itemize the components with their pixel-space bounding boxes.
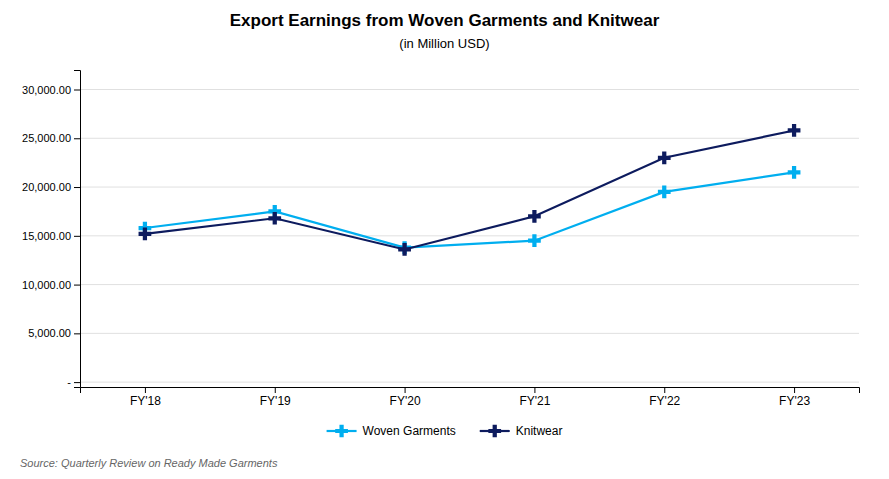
series-marker: [658, 151, 671, 164]
y-tick-mark: [74, 333, 80, 334]
series-marker: [398, 243, 411, 256]
x-axis: FY'18 FY'19 FY'20 FY'21 FY'22 FY'23: [81, 387, 860, 408]
series-marker: [528, 234, 541, 247]
subtitle: (in Million USD): [399, 36, 489, 51]
x-tick-label: FY'19: [260, 394, 291, 408]
legend-marker: [488, 425, 501, 438]
y-tick-label: 25,000.00: [22, 132, 71, 144]
x-tick-label: FY'18: [130, 394, 161, 408]
x-tick: FY'19: [260, 387, 291, 408]
y-tick-mark: [74, 285, 80, 286]
series-line: [145, 172, 794, 247]
plot-area: - 5,000.00 10,000.00 15,000.00 20,000.00 25,0…: [22, 71, 859, 408]
y-tick: 5,000.00: [28, 327, 80, 339]
y-tick-mark: [74, 236, 80, 237]
series-line: [145, 130, 794, 249]
series-group: [139, 124, 801, 256]
x-tick-mark: [145, 387, 146, 393]
x-tick-mark: [794, 387, 795, 393]
title: Export Earnings from Woven Garments and …: [230, 11, 660, 30]
y-axis-line: [74, 71, 81, 388]
x-tick-mark: [664, 387, 665, 393]
x-tick-label: FY'23: [779, 394, 810, 408]
grid-line: [80, 333, 859, 334]
grid-line: [80, 138, 859, 139]
y-tick-mark: [74, 90, 80, 91]
y-tick-label: 30,000.00: [22, 84, 71, 96]
y-tick-mark: [74, 382, 80, 383]
y-tick-label: 10,000.00: [22, 279, 71, 291]
grid-line: [80, 235, 859, 236]
grid-line: [80, 187, 859, 188]
series-marker: [788, 124, 801, 137]
y-tick: -: [67, 376, 80, 388]
legend-item: Knitwear: [480, 424, 563, 438]
y-tick-label: 5,000.00: [28, 327, 71, 339]
chart: Export Earnings from Woven Garments and …: [0, 0, 889, 479]
x-tick-mark: [275, 387, 276, 393]
grid-line: [80, 284, 859, 285]
y-tick-label: 15,000.00: [22, 230, 71, 242]
y-tick-mark: [74, 138, 80, 139]
x-axis-line: [81, 388, 860, 394]
y-tick: 15,000.00: [22, 230, 80, 242]
series-marker: [658, 186, 671, 199]
series-marker: [528, 210, 541, 223]
x-tick: FY'18: [130, 387, 161, 408]
y-tick: 25,000.00: [22, 132, 80, 144]
source: Source: Quarterly Review on Ready Made G…: [20, 457, 278, 469]
y-axis: - 5,000.00 10,000.00 15,000.00 20,000.00 25,0…: [22, 71, 80, 389]
series-marker: [139, 228, 152, 241]
grid-line: [80, 382, 859, 383]
x-tick-label: FY'21: [519, 394, 550, 408]
x-tick-mark: [534, 387, 535, 393]
x-tick-label: FY'22: [649, 394, 680, 408]
grid-line: [80, 89, 859, 90]
series-marker: [788, 166, 801, 179]
x-tick-mark: [405, 387, 406, 393]
legend-label: Woven Garments: [363, 424, 456, 438]
x-tick: FY'20: [390, 387, 421, 408]
series-marker: [268, 212, 281, 225]
y-tick: 20,000.00: [22, 181, 80, 193]
x-tick: FY'23: [779, 387, 810, 408]
y-tick-mark: [74, 187, 80, 188]
y-tick: 10,000.00: [22, 279, 80, 291]
x-tick: FY'22: [649, 387, 680, 408]
y-tick-label: -: [67, 376, 71, 388]
legend-label: Knitwear: [516, 424, 563, 438]
legend: Woven Garments Knitwear: [327, 424, 563, 438]
x-tick: FY'21: [519, 387, 550, 408]
x-tick-label: FY'20: [390, 394, 421, 408]
y-tick: 30,000.00: [22, 84, 80, 96]
grid: [80, 90, 859, 383]
legend-marker: [335, 425, 348, 438]
y-tick-label: 20,000.00: [22, 181, 71, 193]
legend-item: Woven Garments: [327, 424, 456, 438]
